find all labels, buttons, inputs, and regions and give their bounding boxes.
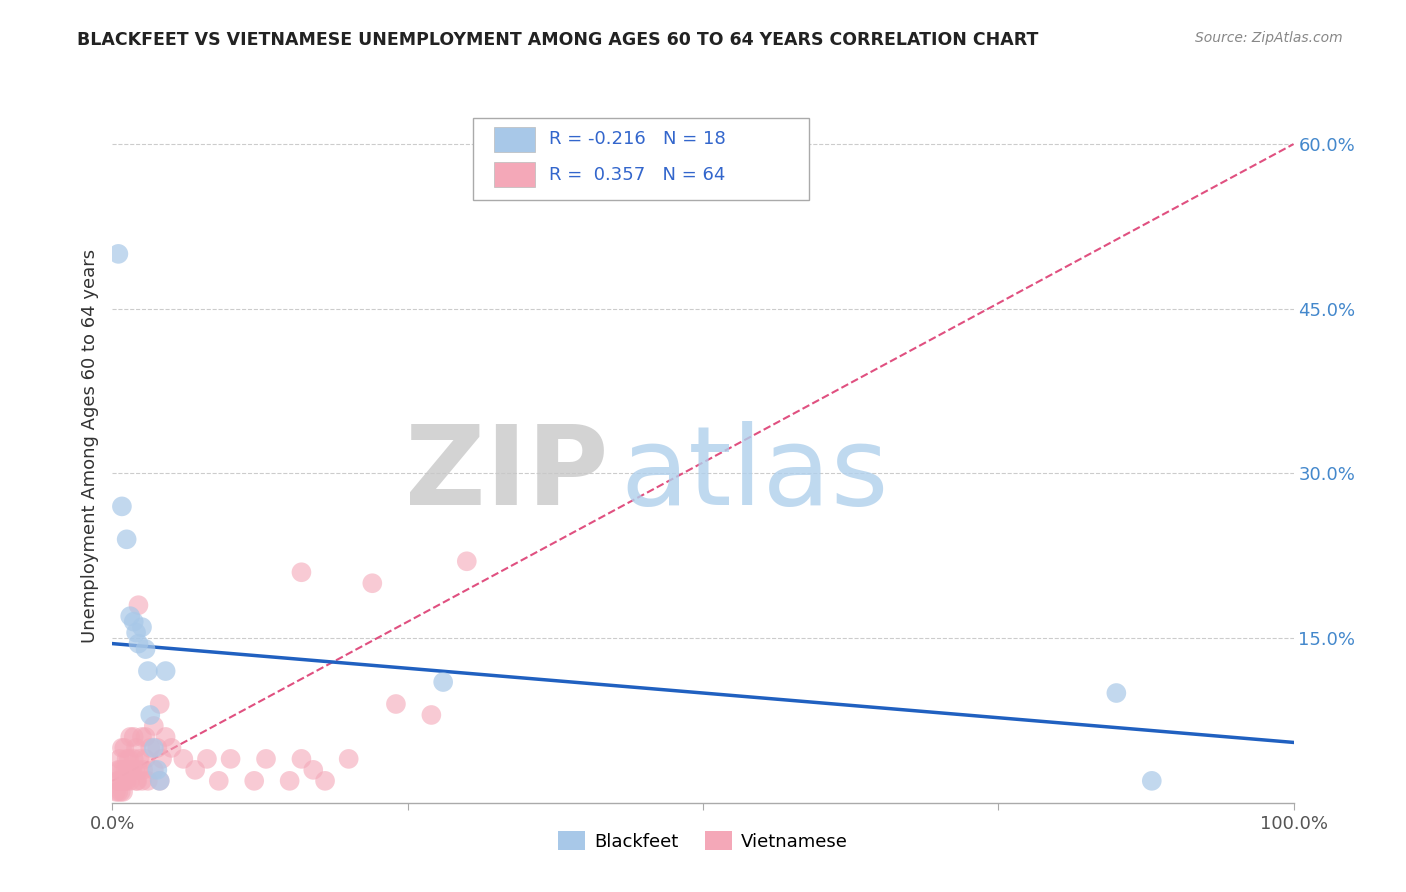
Point <box>432 675 454 690</box>
Point <box>112 785 135 799</box>
Point <box>155 664 177 678</box>
Point <box>127 773 149 788</box>
Point <box>132 763 155 777</box>
Point <box>278 773 301 788</box>
FancyBboxPatch shape <box>472 118 810 200</box>
Point <box>115 752 138 766</box>
Point <box>120 763 142 777</box>
Point <box>117 763 139 777</box>
Point <box>1140 773 1163 788</box>
Point <box>337 752 360 766</box>
Point <box>110 763 132 777</box>
Point <box>172 752 194 766</box>
Point <box>456 554 478 568</box>
Point <box>131 730 153 744</box>
FancyBboxPatch shape <box>494 127 536 152</box>
Point <box>361 576 384 591</box>
Point <box>135 730 157 744</box>
Point <box>184 763 207 777</box>
Point <box>120 730 142 744</box>
Point <box>135 642 157 657</box>
Point <box>111 773 134 788</box>
Point <box>127 763 149 777</box>
Point <box>208 773 231 788</box>
Point <box>112 763 135 777</box>
Point <box>149 773 172 788</box>
Point <box>115 773 138 788</box>
Point <box>105 785 128 799</box>
Point <box>290 752 312 766</box>
Point <box>131 620 153 634</box>
Point <box>107 247 129 261</box>
Point <box>155 730 177 744</box>
Point <box>146 740 169 755</box>
Point <box>124 763 146 777</box>
Point <box>290 566 312 580</box>
Point <box>107 763 129 777</box>
Point <box>139 740 162 755</box>
Point <box>120 609 142 624</box>
Point <box>108 773 131 788</box>
Point <box>115 533 138 547</box>
Point <box>111 500 134 514</box>
Point <box>385 697 408 711</box>
Point <box>195 752 218 766</box>
Point <box>125 625 148 640</box>
Point <box>125 740 148 755</box>
Point <box>142 740 165 755</box>
Point <box>105 773 128 788</box>
FancyBboxPatch shape <box>494 162 536 187</box>
Point <box>243 773 266 788</box>
Text: BLACKFEET VS VIETNAMESE UNEMPLOYMENT AMONG AGES 60 TO 64 YEARS CORRELATION CHART: BLACKFEET VS VIETNAMESE UNEMPLOYMENT AMO… <box>77 31 1039 49</box>
Point <box>160 740 183 755</box>
Point <box>136 773 159 788</box>
Text: atlas: atlas <box>620 421 889 528</box>
Point <box>131 773 153 788</box>
Point <box>121 763 143 777</box>
Legend: Blackfeet, Vietnamese: Blackfeet, Vietnamese <box>551 824 855 858</box>
Point <box>142 763 165 777</box>
Point <box>139 708 162 723</box>
Point <box>112 773 135 788</box>
Point <box>302 763 325 777</box>
Point <box>149 697 172 711</box>
Text: ZIP: ZIP <box>405 421 609 528</box>
Point <box>122 730 145 744</box>
Point <box>1105 686 1128 700</box>
Point <box>107 785 129 799</box>
Point <box>219 752 242 766</box>
Point <box>146 763 169 777</box>
Point <box>127 637 149 651</box>
Point <box>254 752 277 766</box>
Point <box>108 752 131 766</box>
Point <box>149 773 172 788</box>
Text: R =  0.357   N = 64: R = 0.357 N = 64 <box>550 166 725 184</box>
Point <box>122 752 145 766</box>
Point <box>127 598 149 612</box>
Y-axis label: Unemployment Among Ages 60 to 64 years: Unemployment Among Ages 60 to 64 years <box>80 249 98 643</box>
Point <box>111 740 134 755</box>
Point <box>110 785 132 799</box>
Point <box>150 752 173 766</box>
Point <box>118 752 141 766</box>
Point <box>136 664 159 678</box>
Text: Source: ZipAtlas.com: Source: ZipAtlas.com <box>1195 31 1343 45</box>
Point <box>122 615 145 629</box>
Point <box>112 740 135 755</box>
Text: R = -0.216   N = 18: R = -0.216 N = 18 <box>550 130 727 148</box>
Point <box>420 708 443 723</box>
Point <box>114 763 136 777</box>
Point <box>142 719 165 733</box>
Point <box>128 752 150 766</box>
Point <box>120 773 142 788</box>
Point <box>125 773 148 788</box>
Point <box>314 773 336 788</box>
Point <box>135 752 157 766</box>
